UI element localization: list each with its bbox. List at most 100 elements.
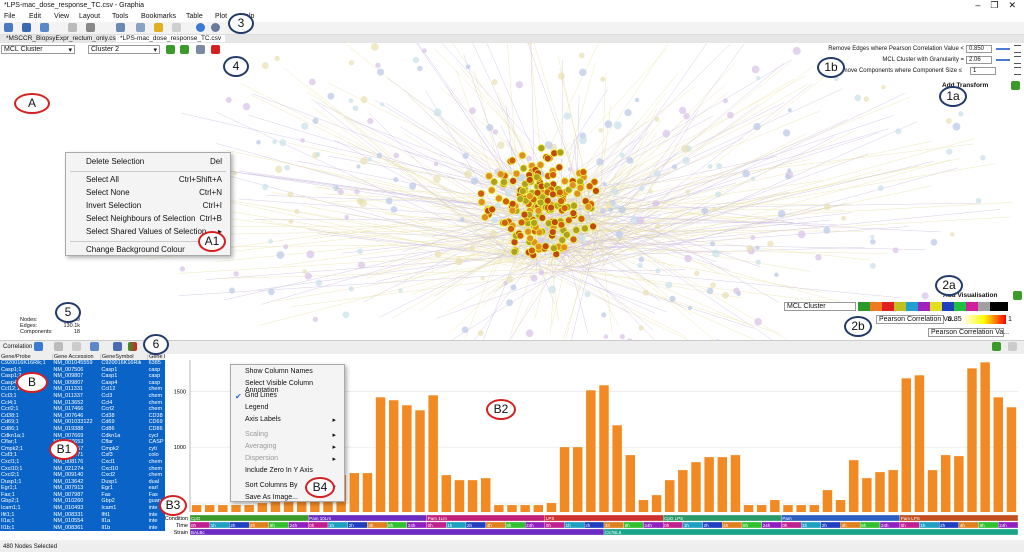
menu-item[interactable]: Invert Selection xyxy=(86,201,142,210)
settings-icon[interactable] xyxy=(211,23,220,32)
graph-view[interactable]: MCL Cluster ▾ Cluster 2 ▾ Remove Edges whe… xyxy=(0,43,1024,340)
table-row[interactable]: Egr1;1 NM_007913 Egr1 earl xyxy=(0,485,165,492)
table-row[interactable]: Gbp2;1 NM_010260 Gbp2 guan xyxy=(0,498,165,506)
toolbar-icon[interactable] xyxy=(992,342,1001,351)
menu-item[interactable]: Table xyxy=(186,13,203,20)
transform-input[interactable] xyxy=(966,45,992,53)
table-row[interactable]: Icam1;1 NM_010493 Icam1 inte xyxy=(0,505,165,512)
menu-item[interactable]: View xyxy=(54,13,70,20)
size-dropdown[interactable]: Pearson Correlation Va... xyxy=(876,315,957,324)
menu-item[interactable]: Axis Labels xyxy=(245,416,281,423)
tool-icon[interactable] xyxy=(68,23,77,32)
table-row[interactable]: C920016K16Rik;1 NM_001045559 C920016K16Rik… xyxy=(0,360,165,367)
next-button[interactable] xyxy=(180,45,189,54)
transform-input[interactable] xyxy=(970,67,996,75)
close-button[interactable] xyxy=(211,45,220,54)
undo-icon[interactable] xyxy=(154,23,163,32)
menu-item[interactable]: Sort Columns By xyxy=(245,482,298,489)
menu-item[interactable]: Tools xyxy=(112,13,129,20)
menu-item[interactable]: Layout xyxy=(79,13,101,20)
add-visualisation[interactable]: Add Visualisation xyxy=(943,292,998,299)
find-icon[interactable] xyxy=(40,23,49,32)
table-row[interactable]: Fas;1 NM_007987 Fas Fas xyxy=(0,491,165,499)
colour-dropdown[interactable]: MCL Cluster xyxy=(784,302,856,311)
table-row[interactable]: Il1a;1 NM_010554 Il1a inte xyxy=(0,518,165,525)
table-row[interactable]: Il1b;1 NM_008361 Il1b inte xyxy=(0,524,165,532)
toolbar-icon[interactable] xyxy=(34,342,43,351)
select-button[interactable] xyxy=(196,45,205,54)
attribute-dropdown[interactable]: MCL Cluster ▾ xyxy=(1,45,75,54)
gradient[interactable] xyxy=(962,315,1006,324)
toolbar-icon[interactable] xyxy=(72,342,81,351)
menu-icon[interactable] xyxy=(1014,67,1021,75)
menu-item[interactable]: Select Shared Values of Selection xyxy=(86,227,207,236)
menu-icon[interactable] xyxy=(1014,56,1021,64)
table-row[interactable]: Dusp1;1 NM_013642 Dusp1 dual xyxy=(0,478,165,486)
slider[interactable] xyxy=(996,59,1010,61)
table-row[interactable]: Cd86;1 NM_019388 Cd86 CD86 xyxy=(0,425,165,433)
menu-item[interactable]: Select Visible Column Annotation xyxy=(245,380,313,394)
menu-item[interactable]: Scaling xyxy=(245,431,268,438)
table-row[interactable]: Casp1;2 NM_009807 Casp1 casp xyxy=(0,373,165,380)
table-row[interactable]: Cxcl1;1 NM_008176 Cxcl1 chem xyxy=(0,458,165,466)
table-row[interactable]: Casp1;1 NM_007506 Casp1 casp xyxy=(0,366,165,374)
open-icon[interactable] xyxy=(4,23,13,32)
column-header[interactable]: Gene I xyxy=(147,354,165,360)
menu-item[interactable]: Include Zero In Y Axis xyxy=(245,467,313,474)
table-row[interactable]: Cxcl10;1 NM_021274 Cxcl10 chem xyxy=(0,465,165,473)
menu-item[interactable]: Bookmarks xyxy=(141,13,177,20)
column-header[interactable]: Gene/Probe xyxy=(0,354,53,360)
table-row[interactable]: Cflar;1NM_207653CflarCASP xyxy=(0,439,165,446)
table-row[interactable]: Ccl3;1 NM_011337 Ccl3 chem xyxy=(0,392,165,400)
redo-icon[interactable] xyxy=(172,23,181,32)
tool-icon[interactable] xyxy=(136,23,145,32)
refresh-icon[interactable] xyxy=(196,23,205,32)
toolbar-icon[interactable] xyxy=(90,342,99,351)
menu-item[interactable]: Save As Image... xyxy=(245,494,298,501)
toolbar-icon[interactable] xyxy=(54,342,63,351)
menu-item[interactable]: Edit xyxy=(29,13,42,20)
table-row[interactable]: Cdkn1a;1 NM_007669 Cdkn1a cycl xyxy=(0,432,165,440)
window-controls[interactable]: – ❐ ✕ xyxy=(975,0,1016,10)
menu-item[interactable]: Plot xyxy=(215,13,228,20)
menu-item[interactable]: Legend xyxy=(245,404,269,411)
save-icon[interactable] xyxy=(22,23,31,32)
table-row[interactable]: Ifit1;1 NM_008331 Ifit1 inte xyxy=(0,511,165,519)
column-header[interactable]: Gene Accession xyxy=(52,354,101,360)
menu-item[interactable]: Select Neighbours of Selection xyxy=(86,214,196,223)
toolbar-icon[interactable] xyxy=(128,342,137,351)
text-dropdown[interactable]: Pearson Correlation Va... xyxy=(928,328,1009,337)
add-icon[interactable] xyxy=(1013,291,1022,300)
menu-item[interactable]: Select All xyxy=(86,175,119,184)
menu-item[interactable]: Averaging xyxy=(245,443,277,450)
menu-item[interactable]: Grid Lines xyxy=(245,392,277,399)
table-row[interactable]: Casp4;1 NM_009807 Casp4 casp xyxy=(0,379,165,387)
table-row[interactable]: Ccl4;1 NM_013652 Ccl4 chem xyxy=(0,399,165,407)
transform-input[interactable] xyxy=(966,56,992,64)
add-transform[interactable]: Add Transform xyxy=(942,82,989,89)
menu-item[interactable]: Select None xyxy=(86,188,130,197)
table-row[interactable]: Ccrl2;1 NM_017466 Ccrl2 chem xyxy=(0,406,165,413)
tool-icon[interactable] xyxy=(86,23,95,32)
table-row[interactable]: Ccl12;1 NM_011331 Ccl12 chem xyxy=(0,386,165,393)
tab[interactable]: *MSCCR_BiopsyExpr_rectum_only.csv xyxy=(6,35,119,42)
menu-item[interactable]: Delete Selection xyxy=(86,157,145,166)
menu-item[interactable]: File xyxy=(4,13,16,20)
slider[interactable] xyxy=(996,48,1010,50)
prev-button[interactable] xyxy=(166,45,175,54)
value-dropdown[interactable]: Cluster 2 ▾ xyxy=(88,45,160,54)
add-icon[interactable] xyxy=(1011,81,1020,90)
toolbar-icon[interactable] xyxy=(1008,342,1017,351)
toolbar-icon[interactable] xyxy=(113,342,122,351)
menu-icon[interactable] xyxy=(1014,45,1021,53)
menu-item[interactable]: Change Background Colour xyxy=(86,245,185,254)
menu-item[interactable]: Show Column Names xyxy=(245,368,313,375)
table-row[interactable]: Csf3;1NM_009971Csf3colo xyxy=(0,452,165,459)
table-row[interactable]: Cd69;1 NM_001033122 Cd69 CD69 xyxy=(0,419,165,426)
menu-item[interactable]: Dispersion xyxy=(245,455,279,462)
table-row[interactable]: Cxcl2;1 NM_009140 Cxcl2 chem xyxy=(0,472,165,479)
tool-icon[interactable] xyxy=(116,23,125,32)
colour-palette[interactable] xyxy=(858,302,1008,311)
table-row[interactable]: Cd38;1 NM_007646 Cd38 CD38 xyxy=(0,412,165,420)
column-header[interactable]: GeneSymbol xyxy=(100,354,149,360)
